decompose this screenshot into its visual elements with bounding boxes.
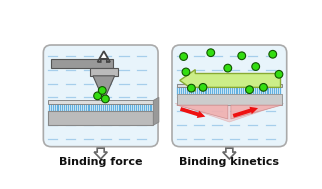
Circle shape — [207, 49, 215, 57]
Circle shape — [94, 92, 101, 100]
Polygon shape — [175, 104, 284, 122]
Bar — [48, 100, 153, 104]
Bar — [177, 94, 282, 105]
Text: Binding force: Binding force — [59, 157, 142, 167]
FancyArrow shape — [180, 70, 280, 91]
Polygon shape — [90, 68, 118, 76]
Polygon shape — [51, 59, 113, 68]
Circle shape — [260, 84, 267, 91]
Circle shape — [187, 84, 195, 92]
FancyBboxPatch shape — [172, 45, 287, 147]
Polygon shape — [177, 105, 228, 119]
Circle shape — [99, 87, 106, 94]
Polygon shape — [153, 97, 159, 125]
FancyArrow shape — [98, 51, 110, 62]
FancyArrow shape — [180, 107, 205, 118]
FancyArrow shape — [223, 148, 236, 159]
Polygon shape — [93, 76, 115, 100]
FancyArrow shape — [233, 107, 258, 118]
Circle shape — [224, 64, 232, 72]
Circle shape — [199, 84, 207, 91]
FancyArrow shape — [94, 148, 107, 159]
Circle shape — [182, 68, 190, 76]
Circle shape — [101, 95, 109, 103]
Polygon shape — [231, 105, 282, 119]
Circle shape — [269, 50, 277, 58]
Bar — [48, 111, 153, 125]
Bar — [177, 84, 282, 87]
Text: Binding kinetics: Binding kinetics — [179, 157, 279, 167]
Circle shape — [252, 63, 260, 70]
Circle shape — [180, 53, 187, 60]
Circle shape — [238, 52, 246, 60]
FancyBboxPatch shape — [43, 45, 158, 147]
Circle shape — [246, 86, 253, 94]
Circle shape — [275, 70, 283, 78]
